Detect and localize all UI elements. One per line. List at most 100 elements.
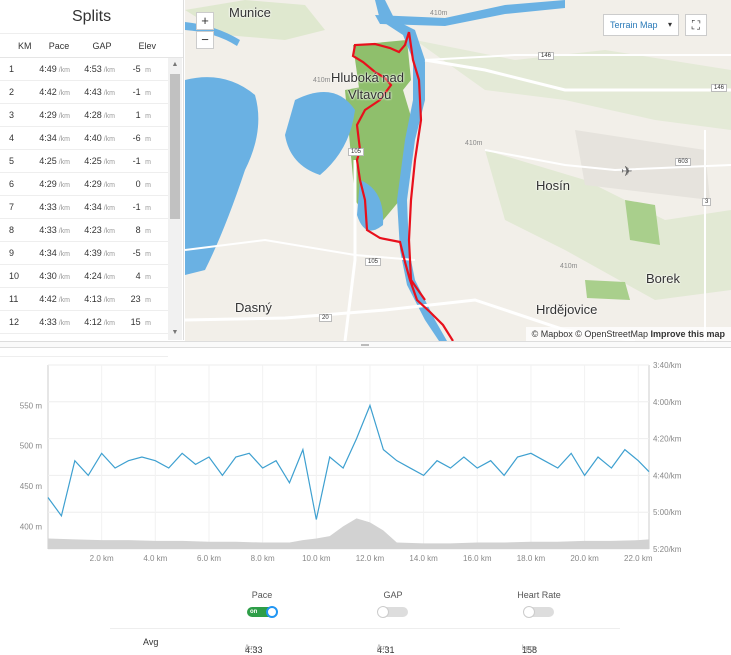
splits-header: KM Pace GAP Elev	[0, 34, 183, 58]
split-row[interactable]: 1 4:49/km 4:53/km -5 m	[0, 58, 168, 81]
split-pace-value: 4:34	[39, 133, 57, 143]
split-row[interactable]: 6 4:29/km 4:29/km 0 m	[0, 173, 168, 196]
split-elev: 1 m	[115, 110, 163, 120]
split-pace-value: 4:33	[39, 202, 57, 212]
map-layer-dropdown[interactable]: Terrain Map ▾	[603, 14, 679, 36]
heart-rate-switch[interactable]	[523, 606, 554, 618]
split-gap-value: 4:39	[84, 248, 102, 258]
airport-icon: ✈	[621, 163, 633, 179]
place-dasny: Dasný	[235, 300, 272, 315]
split-gap-value: 4:28	[84, 110, 102, 120]
zoom-in-button[interactable]: +	[196, 12, 214, 30]
split-row[interactable]: 2 4:42/km 4:43/km -1 m	[0, 81, 168, 104]
split-elev: 15 m	[115, 317, 163, 327]
split-elev-unit: m	[145, 136, 151, 143]
split-row[interactable]: 12 4:33/km 4:12/km 15 m	[0, 311, 168, 334]
split-elev-value: 0	[135, 179, 141, 189]
y-tick-label: 550 m	[20, 401, 43, 410]
split-elev: 0 m	[115, 179, 163, 189]
split-pace: 4:49/km	[34, 64, 70, 74]
lake	[285, 92, 355, 175]
osm-link[interactable]: © OpenStreetMap	[575, 329, 648, 339]
resize-divider[interactable]	[0, 341, 731, 348]
chevron-down-icon: ▾	[667, 20, 672, 29]
split-gap: 4:34/km	[70, 202, 115, 212]
toggle-heart-rate[interactable]: Heart Rate	[499, 590, 579, 622]
contour-label: 410m	[465, 140, 483, 147]
split-pace-value: 4:33	[39, 225, 57, 235]
split-row[interactable]: 7 4:33/km 4:34/km -1 m	[0, 196, 168, 219]
split-row[interactable]: 5 4:25/km 4:25/km -1 m	[0, 150, 168, 173]
fullscreen-button[interactable]: ⛶	[685, 14, 707, 36]
split-elev-value: -1	[132, 156, 141, 166]
forest-area	[185, 0, 325, 40]
x-tick-label: 2.0 km	[90, 554, 114, 563]
splits-scrollbar[interactable]: ▲ ▼	[168, 58, 182, 340]
pace-elevation-chart[interactable]: 2.0 km 4.0 km 6.0 km 8.0 km 10.0 km 12.0 km 14…	[0, 349, 731, 579]
split-pace-unit: /km	[58, 159, 70, 166]
pace-line	[47, 403, 650, 520]
x-tick-label: 6.0 km	[197, 554, 221, 563]
split-pace-unit: /km	[58, 297, 70, 304]
y-axis-elevation: 400 m 450 m 500 m 550 m	[20, 401, 43, 531]
road-label: 105	[365, 258, 382, 266]
split-elev-unit: m	[145, 90, 151, 97]
y-tick-label: 4:40/km	[653, 471, 682, 480]
split-row[interactable]: 4 4:34/km 4:40/km -6 m	[0, 127, 168, 150]
split-gap: 4:28/km	[70, 110, 115, 120]
split-elev: -1 m	[115, 156, 163, 166]
average-row: Avg 4:33 /km 4:31/km 158 bpm	[110, 628, 620, 655]
split-km: 6	[9, 179, 15, 189]
route-map[interactable]: ✈ Munice Hluboká nad Vltavou Hosín Borek…	[185, 0, 731, 341]
toggle-gap[interactable]: GAP	[353, 590, 433, 622]
split-pace: 4:33/km	[34, 202, 70, 212]
place-munice: Munice	[229, 5, 271, 20]
y-tick-label: 400 m	[20, 522, 43, 531]
split-row[interactable]: 3 4:29/km 4:28/km 1 m	[0, 104, 168, 127]
grip-icon[interactable]	[361, 344, 369, 346]
split-row[interactable]: 11 4:42/km 4:13/km 23 m	[0, 288, 168, 311]
zoom-out-button[interactable]: −	[196, 31, 214, 49]
split-pace-value: 4:29	[39, 179, 57, 189]
mapbox-link[interactable]: © Mapbox	[531, 329, 573, 339]
split-km: 4	[9, 133, 15, 143]
x-tick-label: 14.0 km	[409, 554, 438, 563]
split-pace-unit: /km	[58, 251, 70, 258]
split-gap-unit: /km	[103, 228, 115, 235]
split-gap-unit: /km	[103, 159, 115, 166]
split-pace-unit: /km	[58, 320, 70, 327]
split-gap-unit: /km	[103, 320, 115, 327]
split-gap: 4:53/km	[70, 64, 115, 74]
split-km: 11	[9, 294, 19, 304]
split-pace: 4:33/km	[34, 225, 70, 235]
split-pace: 4:29/km	[34, 110, 70, 120]
place-borek: Borek	[646, 271, 680, 286]
split-gap-value: 4:43	[84, 87, 102, 97]
split-gap-unit: /km	[103, 182, 115, 189]
split-pace: 4:29/km	[34, 179, 70, 189]
split-elev-value: 8	[135, 225, 141, 235]
split-pace-value: 4:29	[39, 110, 57, 120]
toggle-pace[interactable]: Pace on	[222, 590, 302, 622]
split-gap: 4:29/km	[70, 179, 115, 189]
split-row[interactable]: 10 4:30/km 4:24/km 4 m	[0, 265, 168, 288]
split-elev-value: -5	[132, 64, 141, 74]
gap-switch[interactable]	[377, 606, 408, 618]
scroll-down-arrow-icon[interactable]: ▼	[171, 329, 179, 336]
scroll-thumb[interactable]	[170, 74, 180, 219]
split-row[interactable]: 9 4:34/km 4:39/km -5 m	[0, 242, 168, 265]
scroll-up-arrow-icon[interactable]: ▲	[171, 61, 179, 68]
park-area	[353, 40, 411, 100]
split-row[interactable]: 8 4:33/km 4:23/km 8 m	[0, 219, 168, 242]
split-pace: 4:42/km	[34, 87, 70, 97]
split-pace-unit: /km	[58, 182, 70, 189]
split-gap: 4:39/km	[70, 248, 115, 258]
split-gap: 4:23/km	[70, 225, 115, 235]
split-pace-value: 4:30	[39, 271, 57, 281]
x-axis: 2.0 km 4.0 km 6.0 km 8.0 km 10.0 km 12.0 km 14…	[90, 554, 653, 563]
improve-map-link[interactable]: Improve this map	[650, 329, 725, 339]
split-elev-unit: m	[145, 67, 151, 74]
pace-switch[interactable]: on	[247, 606, 278, 618]
split-elev-unit: m	[145, 251, 151, 258]
place-hluboka-2: Vltavou	[348, 87, 392, 102]
